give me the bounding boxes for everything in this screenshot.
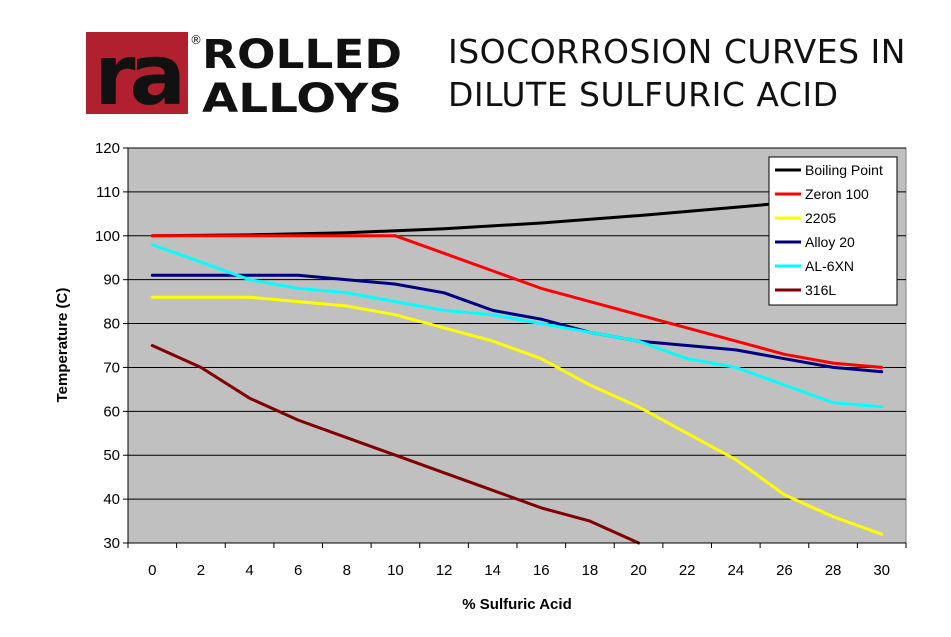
y-axis-label: Temperature (C) xyxy=(54,288,71,403)
x-tick-label: 12 xyxy=(436,562,453,579)
series-line-boiling-point xyxy=(150,198,823,238)
y-tick-label: 110 xyxy=(96,184,120,201)
logo-monogram: ra xyxy=(94,30,180,118)
x-tick-label: 26 xyxy=(776,562,793,579)
x-tick-label: 22 xyxy=(679,562,696,579)
y-tick-label: 90 xyxy=(103,272,120,289)
x-tick-label: 16 xyxy=(533,562,550,579)
logo-registered-mark: ® xyxy=(190,33,202,47)
y-tick-label: 40 xyxy=(103,491,120,508)
x-tick-label: 30 xyxy=(873,562,890,579)
legend: Boiling Point Zeron 100 2205 Alloy 20 AL-6XN… xyxy=(768,156,898,306)
y-tick-label: 100 xyxy=(95,228,120,245)
y-tick-label: 80 xyxy=(103,316,120,333)
x-tick-label: 10 xyxy=(387,562,404,579)
title-line-2: DILUTE SULFURIC ACID xyxy=(448,75,839,114)
x-tick-label: 20 xyxy=(630,562,647,579)
x-tick-label: 28 xyxy=(825,562,842,579)
x-axis-label: % Sulfuric Acid xyxy=(462,596,571,613)
series-line-zeron-100 xyxy=(150,234,884,369)
legend-label: 316L xyxy=(805,282,836,298)
logo-line-1: ROLLED xyxy=(202,32,402,78)
y-tick-label: 60 xyxy=(103,403,120,420)
legend-box xyxy=(768,156,898,306)
series-line-316l xyxy=(150,344,641,545)
legend-label: AL-6XN xyxy=(805,258,854,274)
x-tick-label: 24 xyxy=(727,562,744,579)
legend-label: Alloy 20 xyxy=(805,234,855,250)
series-lines xyxy=(150,198,884,545)
legend-label: 2205 xyxy=(805,210,836,226)
y-tick-label: 120 xyxy=(95,140,120,157)
x-tick-label: 0 xyxy=(148,562,156,579)
logo-monogram-box xyxy=(86,32,188,114)
title-line-1: ISOCORROSION CURVES IN xyxy=(448,32,906,71)
x-tick-label: 18 xyxy=(582,562,599,579)
page-title: ISOCORROSION CURVES IN DILUTE SULFURIC A… xyxy=(448,30,928,116)
series-line-2205 xyxy=(150,295,884,536)
logo-line-2: ALLOYS xyxy=(202,76,402,118)
y-tick-label: 30 xyxy=(103,535,120,552)
series-line-alloy-20 xyxy=(150,273,884,374)
x-tick-label: 4 xyxy=(245,562,253,579)
x-tick-label: 8 xyxy=(343,562,351,579)
rolled-alloys-logo: ra ® ROLLED ALLOYS xyxy=(86,30,402,118)
legend-label: Boiling Point xyxy=(805,162,883,178)
x-tick-label: 14 xyxy=(484,562,501,579)
series-line-al-6xn xyxy=(150,243,884,409)
x-tick-label: 2 xyxy=(197,562,205,579)
x-tick-label: 6 xyxy=(294,562,302,579)
legend-label: Zeron 100 xyxy=(805,186,869,202)
y-tick-label: 50 xyxy=(103,447,120,464)
y-tick-label: 70 xyxy=(103,359,120,376)
